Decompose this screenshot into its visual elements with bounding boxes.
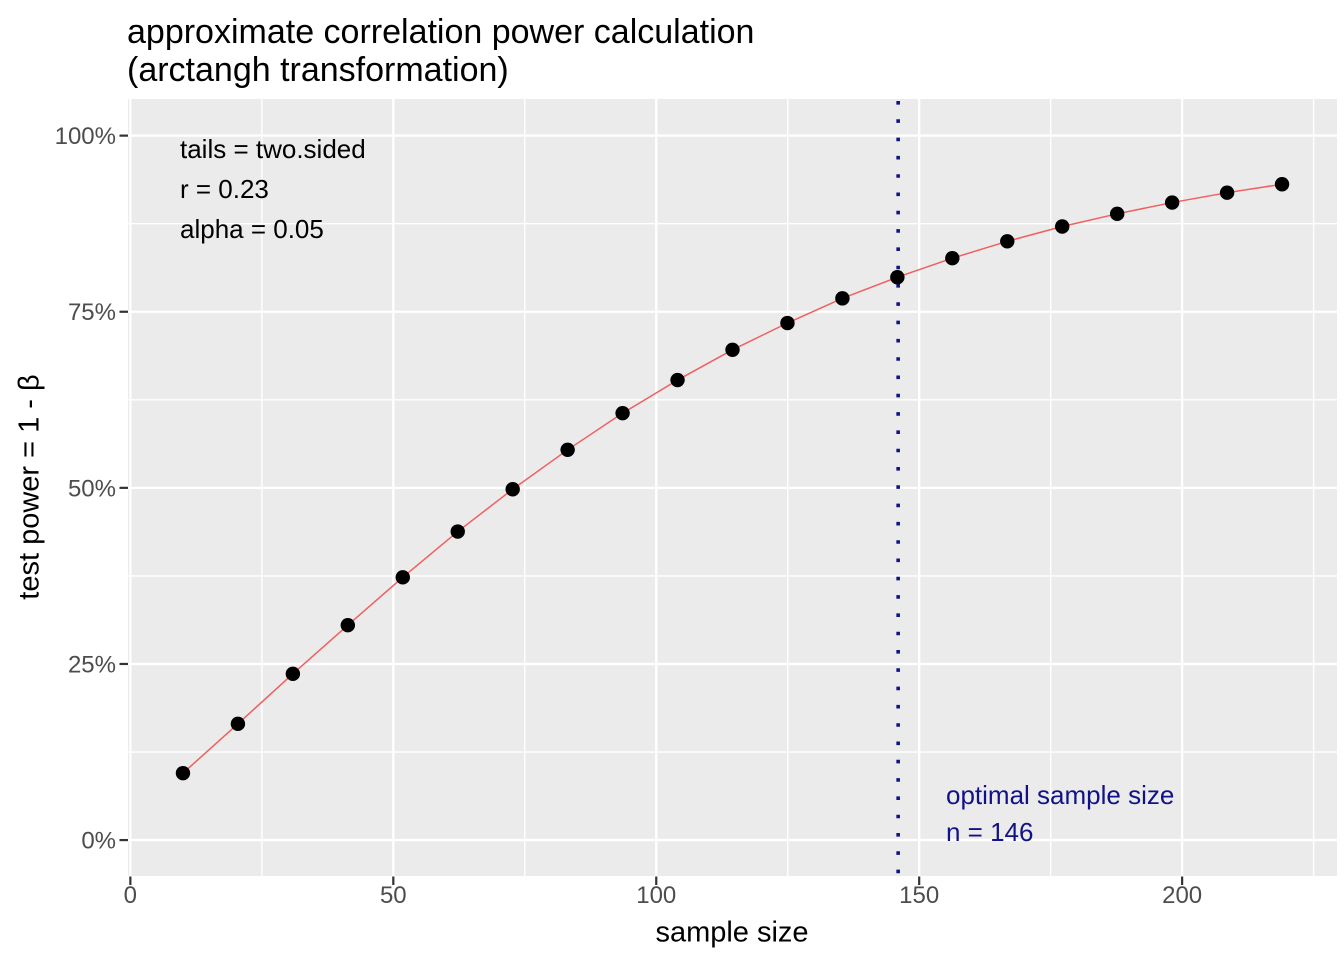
data-point bbox=[340, 618, 356, 633]
data-point bbox=[670, 372, 685, 388]
data-point bbox=[615, 405, 630, 421]
x-tick-label: 200 bbox=[1162, 882, 1202, 909]
plot-title-line-2: (arctangh transformation) bbox=[127, 51, 509, 89]
data-point bbox=[1055, 219, 1070, 234]
data-point bbox=[890, 270, 905, 285]
y-tick-label: 25% bbox=[68, 651, 116, 678]
y-tick-label: 75% bbox=[68, 299, 116, 326]
data-point bbox=[1274, 177, 1290, 192]
data-point bbox=[945, 251, 960, 266]
y-tick-label: 0% bbox=[81, 828, 116, 855]
x-tick-label: 50 bbox=[380, 882, 407, 909]
y-tick-label: 50% bbox=[68, 475, 116, 502]
x-tick-label: 0 bbox=[124, 882, 137, 909]
data-point bbox=[725, 342, 740, 357]
optimal-sample-size-label: optimal sample size bbox=[946, 780, 1175, 810]
annotation-alpha: alpha = 0.05 bbox=[180, 214, 324, 244]
data-point bbox=[1000, 234, 1015, 249]
data-point bbox=[1164, 195, 1180, 210]
y-tick-label: 100% bbox=[55, 123, 116, 150]
data-point bbox=[175, 765, 191, 781]
data-point bbox=[505, 482, 520, 497]
data-point bbox=[1219, 185, 1235, 200]
annotation-r: r = 0.23 bbox=[180, 174, 269, 204]
data-point bbox=[230, 716, 246, 732]
data-point bbox=[395, 570, 410, 585]
x-axis-title: sample size bbox=[655, 916, 809, 949]
plot-title: approximate correlation power calculatio… bbox=[127, 13, 754, 89]
data-point bbox=[285, 666, 301, 682]
x-tick-label: 150 bbox=[899, 882, 939, 909]
x-tick-label: 100 bbox=[636, 882, 676, 909]
data-point bbox=[450, 524, 465, 539]
data-point bbox=[1109, 206, 1125, 222]
data-point bbox=[560, 442, 575, 458]
y-axis-title: test power = 1 - β bbox=[13, 374, 46, 600]
optimal-n-label: n = 146 bbox=[946, 817, 1034, 847]
data-point bbox=[835, 291, 850, 306]
annotation-tails: tails = two.sided bbox=[180, 134, 366, 164]
data-point bbox=[780, 315, 795, 331]
plot-title-line-1: approximate correlation power calculatio… bbox=[127, 13, 755, 51]
